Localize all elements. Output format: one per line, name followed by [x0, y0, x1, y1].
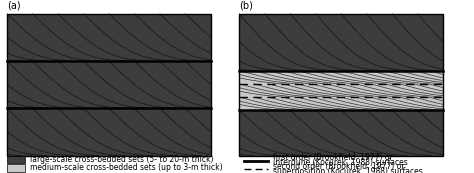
Text: interdune (Kocurek, 1988) surfaces: interdune (Kocurek, 1988) surfaces — [273, 158, 407, 167]
Bar — [7, 164, 25, 172]
Bar — [239, 14, 443, 71]
Text: (a): (a) — [7, 0, 21, 10]
Text: first order (Brookfield, 1977) or: first order (Brookfield, 1977) or — [273, 153, 392, 162]
Text: second order (Brookfield, 1977) or: second order (Brookfield, 1977) or — [273, 162, 404, 171]
Bar — [7, 14, 211, 61]
Text: (b): (b) — [239, 0, 253, 10]
Bar — [7, 14, 211, 156]
Bar — [7, 156, 25, 163]
Bar — [239, 84, 443, 97]
Bar — [239, 14, 443, 71]
Bar — [7, 61, 211, 108]
Bar — [7, 108, 211, 156]
Text: superposition (Kocurek, 1988) surfaces: superposition (Kocurek, 1988) surfaces — [273, 167, 422, 173]
Bar — [239, 110, 443, 156]
Bar — [239, 110, 443, 156]
Text: medium-scale cross-bedded sets (up to 3-m thick): medium-scale cross-bedded sets (up to 3-… — [30, 163, 222, 172]
Text: large-scale cross-bedded sets (5- to 20-m thick): large-scale cross-bedded sets (5- to 20-… — [30, 155, 213, 164]
Bar — [239, 97, 443, 110]
Bar — [7, 14, 211, 61]
Bar — [7, 108, 211, 156]
Bar — [7, 61, 211, 108]
Bar — [239, 71, 443, 84]
Bar — [239, 14, 443, 156]
